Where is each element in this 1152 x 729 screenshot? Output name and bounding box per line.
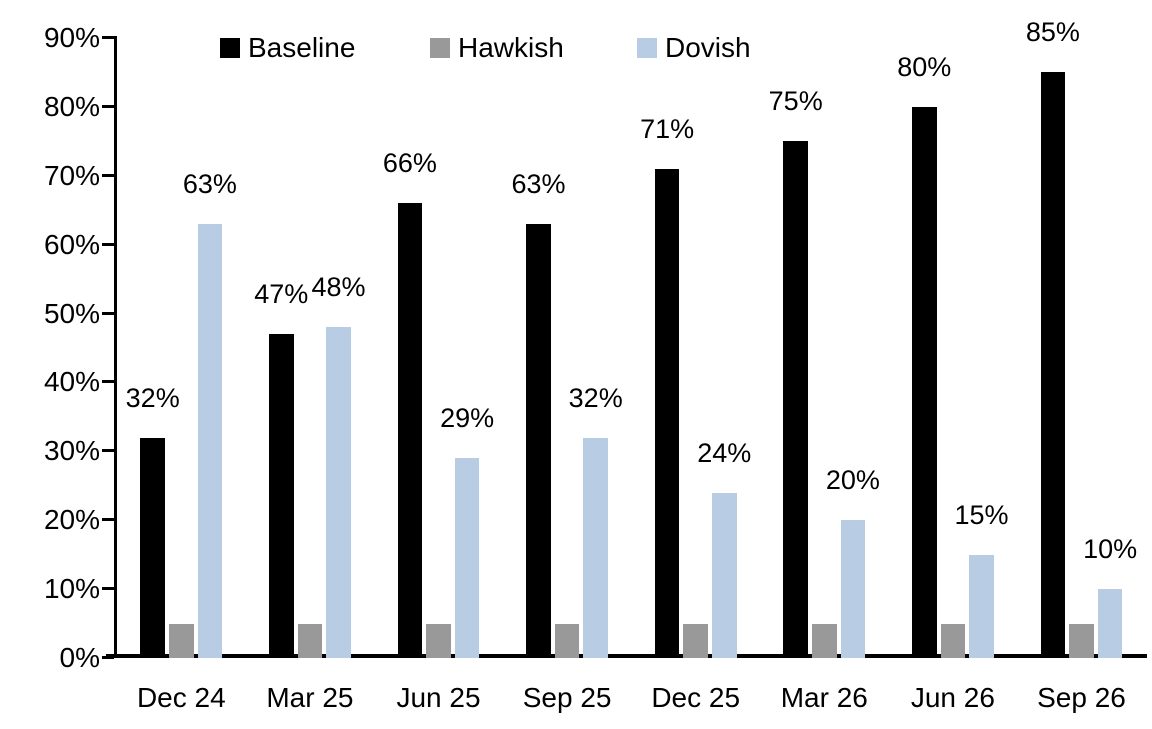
- x-axis-label-jun-25: Jun 25: [396, 682, 481, 713]
- data-label-dovish-jun-26: 15%: [954, 499, 1009, 530]
- y-axis-tick-label: 40%: [43, 366, 100, 398]
- bar-dovish-mar-25: [326, 327, 351, 658]
- data-label-dovish-mar-25: 48%: [311, 272, 366, 303]
- bar-hawkish-dec-24: [169, 623, 194, 658]
- y-axis-tick: [102, 587, 114, 591]
- legend-item-dovish: Dovish: [637, 33, 751, 63]
- bar-hawkish-jun-26: [940, 623, 966, 658]
- data-label-dovish-sep-26: 10%: [1083, 534, 1138, 565]
- data-label-dovish-dec-24: 63%: [182, 169, 237, 199]
- bar-dovish-jun-25: [454, 458, 480, 658]
- x-axis-label-mar-25: Mar 25: [266, 682, 354, 713]
- y-axis-tick: [102, 518, 114, 522]
- legend-label-dovish: Dovish: [665, 32, 751, 63]
- data-label-baseline-mar-25: 47%: [254, 279, 309, 310]
- bar-hawkish-dec-25: [683, 623, 708, 658]
- bar-dovish-mar-26: [840, 520, 866, 658]
- bar-dovish-sep-26: [1097, 589, 1123, 658]
- y-axis-tick: [102, 656, 114, 659]
- y-axis-tick-label: 60%: [43, 228, 100, 260]
- y-axis-tick-label: 10%: [43, 573, 100, 605]
- legend-item-hawkish: Hawkish: [430, 33, 564, 63]
- y-axis-tick: [102, 449, 114, 453]
- y-axis-tick: [102, 173, 114, 177]
- y-axis-tick-label: 0%: [59, 642, 100, 673]
- y-axis-tick-label: 20%: [43, 504, 100, 536]
- bar-dovish-dec-24: [197, 224, 223, 658]
- bar-baseline-mar-25: [269, 334, 294, 658]
- y-axis-tick-label: 80%: [43, 90, 100, 122]
- y-axis-tick: [102, 311, 114, 315]
- legend-label-baseline: Baseline: [248, 32, 356, 63]
- y-axis-tick: [102, 36, 114, 39]
- bar-hawkish-jun-25: [426, 623, 451, 658]
- bar-baseline-dec-25: [654, 168, 680, 658]
- data-label-baseline-dec-25: 71%: [640, 113, 695, 144]
- x-axis-label-sep-26: Sep 26: [1037, 682, 1126, 713]
- bar-hawkish-sep-25: [554, 623, 580, 658]
- y-axis-tick-label: 70%: [43, 159, 100, 191]
- bar-baseline-jun-26: [912, 106, 937, 658]
- legend-marker-baseline-icon: [220, 38, 240, 58]
- bar-baseline-sep-26: [1040, 72, 1066, 658]
- data-label-baseline-mar-26: 75%: [768, 86, 823, 117]
- data-label-baseline-sep-26: 85%: [1025, 17, 1080, 48]
- data-label-baseline-dec-24: 32%: [125, 382, 180, 413]
- legend-label-hawkish: Hawkish: [458, 32, 564, 63]
- bar-dovish-dec-25: [712, 492, 737, 658]
- x-axis-line: [106, 654, 1147, 658]
- data-label-dovish-dec-25: 24%: [697, 437, 752, 468]
- y-axis-line: [114, 36, 117, 658]
- bar-baseline-jun-25: [397, 203, 423, 658]
- x-axis-label-dec-25: Dec 25: [651, 682, 741, 713]
- bar-baseline-mar-26: [783, 141, 808, 658]
- x-axis-label-dec-24: Dec 24: [136, 682, 226, 713]
- bar-dovish-sep-25: [583, 437, 608, 658]
- data-label-dovish-mar-26: 20%: [825, 465, 880, 496]
- legend-marker-hawkish-icon: [430, 38, 450, 58]
- y-axis-tick-label: 90%: [43, 22, 100, 53]
- data-label-dovish-jun-25: 29%: [440, 403, 495, 434]
- legend-item-baseline: Baseline: [220, 33, 355, 63]
- x-axis-label-jun-26: Jun 26: [910, 682, 995, 713]
- bar-hawkish-mar-25: [297, 623, 323, 658]
- bar-dovish-jun-26: [969, 554, 994, 658]
- y-axis-tick-label: 30%: [43, 435, 100, 467]
- bar-hawkish-sep-26: [1069, 623, 1094, 658]
- data-label-baseline-sep-25: 63%: [511, 169, 566, 199]
- bar-baseline-sep-25: [526, 224, 551, 658]
- x-axis-label-sep-25: Sep 25: [522, 682, 612, 713]
- y-axis-tick-label: 50%: [43, 297, 100, 329]
- data-label-baseline-jun-26: 80%: [897, 51, 952, 82]
- data-label-dovish-sep-25: 32%: [568, 382, 623, 413]
- data-label-baseline-jun-25: 66%: [382, 148, 437, 179]
- y-axis-tick: [102, 242, 114, 246]
- y-axis-tick: [102, 104, 114, 108]
- legend-marker-dovish-icon: [637, 38, 657, 58]
- bar-hawkish-mar-26: [812, 623, 837, 658]
- x-axis-label-mar-26: Mar 26: [780, 682, 868, 713]
- bar-baseline-dec-24: [140, 437, 165, 658]
- y-axis-tick: [102, 380, 114, 384]
